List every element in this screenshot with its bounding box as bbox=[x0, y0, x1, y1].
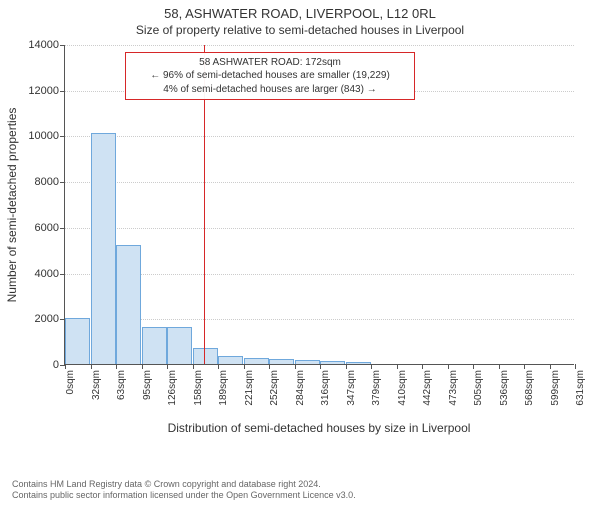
ytick-label: 10000 bbox=[28, 130, 65, 142]
histogram-bar bbox=[142, 327, 167, 364]
xtick-label: 347sqm bbox=[346, 370, 357, 406]
xtick-mark bbox=[167, 364, 168, 369]
xtick-label: 0sqm bbox=[65, 370, 76, 394]
y-axis-label: Number of semi-detached properties bbox=[5, 108, 19, 303]
xtick-label: 473sqm bbox=[448, 370, 459, 406]
histogram-bar bbox=[193, 348, 218, 364]
gridline bbox=[65, 182, 574, 183]
xtick-mark bbox=[193, 364, 194, 369]
gridline bbox=[65, 228, 574, 229]
annotation-box: 58 ASHWATER ROAD: 172sqm← 96% of semi-de… bbox=[125, 52, 415, 101]
xtick-label: 95sqm bbox=[142, 370, 153, 400]
xtick-mark bbox=[448, 364, 449, 369]
histogram-bar bbox=[295, 360, 320, 364]
ytick-label: 2000 bbox=[35, 313, 65, 325]
xtick-mark bbox=[244, 364, 245, 369]
histogram-bar bbox=[269, 359, 294, 364]
annotation-line: ← 96% of semi-detached houses are smalle… bbox=[132, 69, 408, 83]
xtick-mark bbox=[346, 364, 347, 369]
xtick-label: 442sqm bbox=[422, 370, 433, 406]
chart-container: 0 2000 4000 6000 8000 10000 12000 14000 0sqm 32sq… bbox=[0, 41, 600, 461]
xtick-mark bbox=[295, 364, 296, 369]
xtick-mark bbox=[65, 364, 66, 369]
histogram-bar bbox=[320, 361, 345, 364]
xtick-label: 284sqm bbox=[295, 370, 306, 406]
xtick-label: 189sqm bbox=[218, 370, 229, 406]
chart-title-sub: Size of property relative to semi-detach… bbox=[0, 23, 600, 37]
xtick-mark bbox=[142, 364, 143, 369]
xtick-label: 316sqm bbox=[320, 370, 331, 406]
histogram-bar bbox=[116, 245, 141, 364]
xtick-label: 63sqm bbox=[116, 370, 127, 400]
ytick-label: 12000 bbox=[28, 85, 65, 97]
xtick-mark bbox=[422, 364, 423, 369]
xtick-label: 410sqm bbox=[397, 370, 408, 406]
xtick-mark bbox=[269, 364, 270, 369]
xtick-label: 221sqm bbox=[244, 370, 255, 406]
annotation-line: 58 ASHWATER ROAD: 172sqm bbox=[132, 56, 408, 70]
xtick-label: 599sqm bbox=[550, 370, 561, 406]
xtick-mark bbox=[91, 364, 92, 369]
xtick-mark bbox=[499, 364, 500, 369]
histogram-bar bbox=[167, 327, 192, 364]
xtick-mark bbox=[575, 364, 576, 369]
gridline bbox=[65, 45, 574, 46]
gridline bbox=[65, 319, 574, 320]
xtick-label: 379sqm bbox=[371, 370, 382, 406]
xtick-mark bbox=[397, 364, 398, 369]
xtick-mark bbox=[116, 364, 117, 369]
xtick-label: 631sqm bbox=[575, 370, 586, 406]
xtick-label: 126sqm bbox=[167, 370, 178, 406]
xtick-label: 505sqm bbox=[473, 370, 484, 406]
ytick-label: 4000 bbox=[35, 268, 65, 280]
annotation-line: 4% of semi-detached houses are larger (8… bbox=[132, 83, 408, 97]
chart-title-main: 58, ASHWATER ROAD, LIVERPOOL, L12 0RL bbox=[0, 6, 600, 21]
ytick-label: 8000 bbox=[35, 176, 65, 188]
histogram-bar bbox=[65, 318, 90, 364]
histogram-bar bbox=[346, 362, 371, 364]
ytick-label: 6000 bbox=[35, 222, 65, 234]
footer-attribution: Contains HM Land Registry data © Crown c… bbox=[12, 479, 356, 502]
xtick-label: 536sqm bbox=[499, 370, 510, 406]
gridline bbox=[65, 274, 574, 275]
xtick-mark bbox=[371, 364, 372, 369]
xtick-mark bbox=[524, 364, 525, 369]
footer-line-1: Contains HM Land Registry data © Crown c… bbox=[12, 479, 356, 491]
xtick-label: 158sqm bbox=[193, 370, 204, 406]
plot-area: 020004000600080001000012000140000sqm32sq… bbox=[64, 45, 574, 365]
xtick-label: 32sqm bbox=[91, 370, 102, 400]
xtick-label: 568sqm bbox=[524, 370, 535, 406]
xtick-mark bbox=[218, 364, 219, 369]
xtick-mark bbox=[550, 364, 551, 369]
xtick-label: 252sqm bbox=[269, 370, 280, 406]
x-axis-label: Distribution of semi-detached houses by … bbox=[64, 421, 574, 435]
gridline bbox=[65, 136, 574, 137]
ytick-label: 14000 bbox=[28, 39, 65, 51]
xtick-mark bbox=[473, 364, 474, 369]
footer-line-2: Contains public sector information licen… bbox=[12, 490, 356, 502]
xtick-mark bbox=[320, 364, 321, 369]
histogram-bar bbox=[244, 358, 269, 364]
histogram-bar bbox=[91, 133, 116, 364]
ytick-label: 0 bbox=[53, 359, 65, 371]
histogram-bar bbox=[218, 356, 243, 364]
